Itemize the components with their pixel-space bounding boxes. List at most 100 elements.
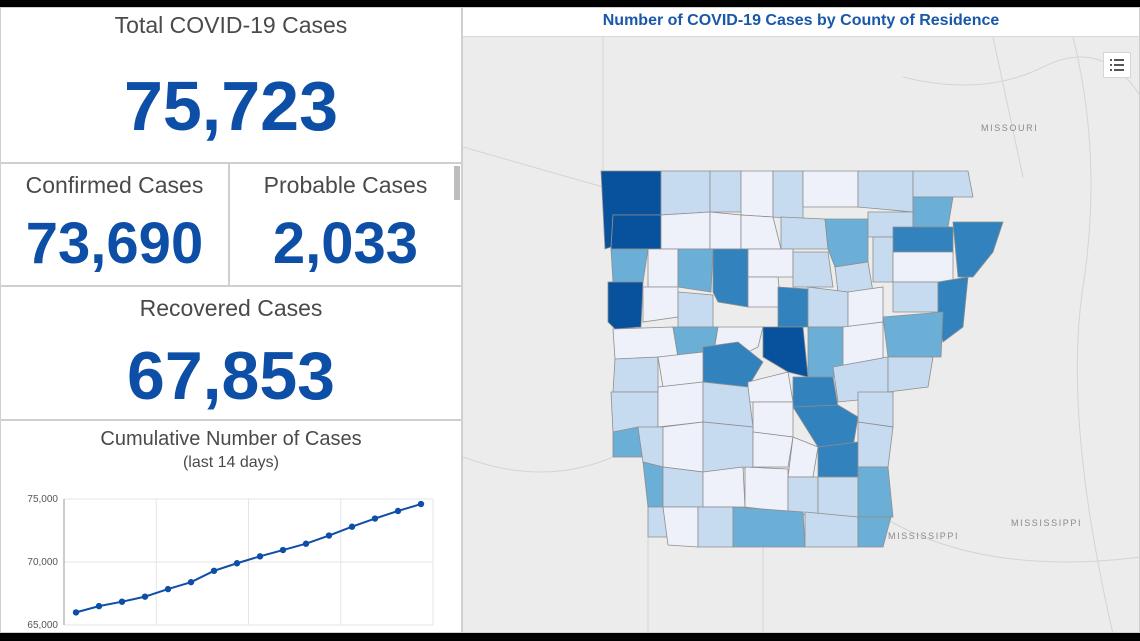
- data-point[interactable]: [394, 507, 402, 515]
- county: [610, 248, 649, 288]
- data-point[interactable]: [417, 500, 425, 508]
- county: [697, 506, 734, 548]
- data-point[interactable]: [325, 532, 333, 539]
- data-point[interactable]: [371, 515, 379, 522]
- county: [662, 466, 704, 508]
- confirmed-cases-value: 73,690: [25, 211, 204, 276]
- county: [857, 421, 894, 468]
- county: [660, 170, 711, 216]
- map-panel: Number of COVID-19 Cases by County of Re…: [462, 7, 1140, 633]
- county: [777, 286, 809, 328]
- county: [610, 214, 662, 250]
- y-tick-label: 65,000: [27, 620, 58, 631]
- county: [912, 196, 954, 228]
- county: [607, 281, 644, 330]
- county: [952, 221, 1004, 278]
- county: [642, 461, 664, 508]
- county: [702, 421, 754, 473]
- county: [747, 276, 782, 308]
- county: [834, 261, 874, 293]
- confirmed-cases-title: Confirmed Cases: [25, 172, 204, 198]
- data-point[interactable]: [348, 523, 356, 530]
- probable-panel-scrollbar[interactable]: [454, 166, 460, 200]
- recovered-cases-title: Recovered Cases: [139, 295, 323, 321]
- cumulative-line-chart[interactable]: 75,000 70,000 65,000: [1, 421, 462, 633]
- county: [882, 311, 944, 358]
- county: [740, 170, 774, 218]
- recovered-cases-panel: Recovered Cases 67,853: [0, 286, 462, 420]
- county: [824, 218, 869, 268]
- top-frame: [0, 0, 1140, 7]
- data-point[interactable]: [72, 609, 80, 616]
- county: [857, 391, 894, 428]
- county: [780, 216, 829, 250]
- y-tick-label: 70,000: [27, 557, 58, 568]
- data-point[interactable]: [233, 560, 241, 567]
- data-point[interactable]: [118, 598, 126, 605]
- county: [762, 326, 809, 378]
- probable-cases-value: 2,033: [272, 211, 419, 276]
- county: [709, 170, 742, 213]
- county: [912, 170, 974, 198]
- county: [744, 466, 789, 513]
- data-point[interactable]: [279, 546, 287, 554]
- confirmed-cases-panel: Confirmed Cases 73,690: [0, 163, 229, 286]
- data-point[interactable]: [302, 540, 310, 547]
- arkansas-counties: [600, 170, 1004, 548]
- county: [610, 391, 659, 433]
- map-label-missouri: MISSOURI: [981, 123, 1039, 133]
- county: [637, 426, 664, 468]
- total-cases-title: Total COVID-19 Cases: [114, 12, 348, 38]
- total-cases-value: 75,723: [123, 67, 339, 145]
- county: [657, 351, 709, 388]
- county: [662, 421, 704, 473]
- county: [747, 248, 794, 278]
- county: [752, 401, 794, 438]
- county: [740, 214, 782, 250]
- chart-title: Cumulative Number of Cases: [100, 428, 362, 450]
- county: [847, 286, 884, 328]
- legend-button[interactable]: [1103, 52, 1131, 78]
- map-header: [463, 8, 1139, 37]
- county: [807, 286, 849, 328]
- y-tick-label: 75,000: [27, 494, 58, 505]
- county-map[interactable]: [463, 37, 1140, 633]
- basemap-lines: [463, 37, 1139, 632]
- county: [702, 341, 764, 388]
- county: [817, 476, 859, 518]
- county: [677, 291, 714, 328]
- county: [642, 286, 679, 323]
- county: [892, 251, 954, 283]
- county: [702, 381, 754, 428]
- county: [712, 248, 749, 308]
- county: [612, 326, 679, 360]
- county: [662, 506, 699, 548]
- data-point[interactable]: [164, 585, 172, 593]
- county: [817, 441, 859, 478]
- county: [802, 170, 859, 208]
- county: [872, 236, 894, 283]
- county: [657, 381, 704, 428]
- county: [857, 516, 892, 548]
- map-label-mississippi-east: MISSISSIPPI: [1011, 518, 1083, 528]
- county: [787, 436, 819, 478]
- county: [792, 404, 859, 448]
- data-point[interactable]: [210, 567, 218, 575]
- map-label-mississippi-west: MISSISSIPPI: [888, 531, 960, 541]
- county: [647, 248, 679, 288]
- data-point[interactable]: [95, 602, 103, 610]
- cumulative-chart-panel: Cumulative Number of Cases (last 14 days…: [0, 420, 462, 633]
- probable-cases-title: Probable Cases: [263, 172, 428, 198]
- county: [612, 356, 659, 393]
- county: [752, 431, 794, 468]
- list-legend-icon: [1110, 59, 1124, 71]
- county: [887, 356, 934, 393]
- data-point[interactable]: [256, 553, 264, 560]
- county: [772, 170, 804, 220]
- county: [732, 506, 806, 548]
- data-point[interactable]: [141, 593, 149, 600]
- data-point[interactable]: [187, 578, 195, 586]
- county: [792, 251, 834, 288]
- bottom-frame: [0, 633, 1140, 641]
- series-line: [75, 503, 422, 614]
